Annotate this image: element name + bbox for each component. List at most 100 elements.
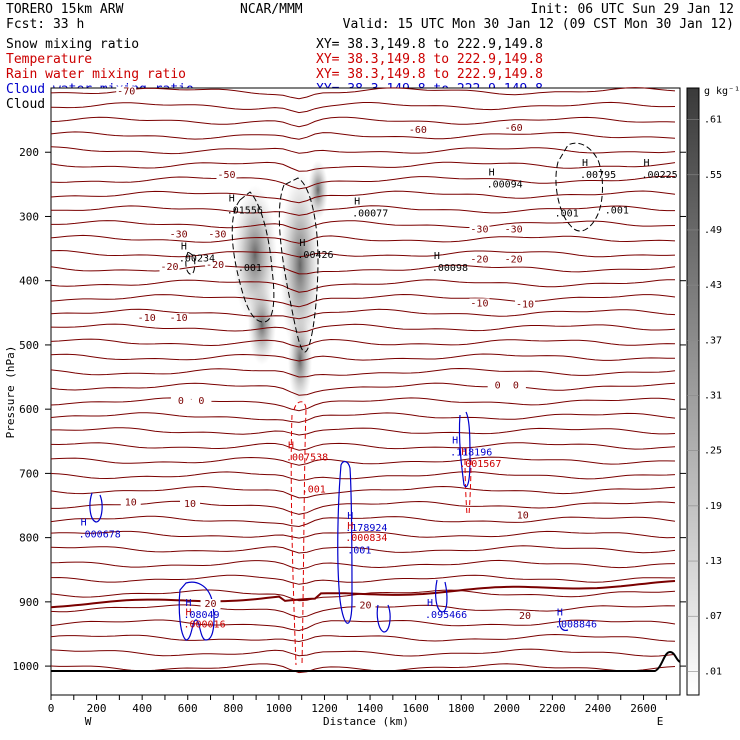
y-tick-label-3: 500 (19, 339, 39, 352)
valid-time: Valid: 15 UTC Mon 30 Jan 12 (09 CST Mon … (343, 17, 734, 32)
temp-label-6: -30 (470, 225, 488, 236)
x-tick-label-8: 1600 (402, 702, 429, 715)
extremum-marker-1: H (299, 238, 305, 249)
cloud-water-contour-2 (458, 411, 471, 488)
rain-contour-3 (293, 401, 307, 411)
temp-label-4: -30 (170, 230, 188, 241)
temp-label-19: 0 (513, 381, 519, 392)
cloud-ice-contour-4 (185, 251, 196, 275)
temp-label-bg-9 (205, 259, 226, 270)
rain-contour-4 (464, 459, 468, 516)
temp-label-bg-20 (120, 497, 141, 508)
cloud-water-contour-5 (435, 579, 448, 613)
extremum-value-9: .001567 (459, 459, 501, 470)
temp-label-bg-7 (503, 224, 524, 235)
isotherm-1 (50, 101, 676, 114)
isotherm-17 (50, 338, 676, 348)
cloud-ice-contour-1 (231, 191, 275, 323)
center-title: NCAR/MMM (240, 2, 303, 17)
colorbar-label-5: .31 (704, 391, 722, 402)
extremum-value-5: .00094 (487, 180, 523, 191)
x-tick-label-13: 2600 (630, 702, 657, 715)
colorbar-label-4: .25 (704, 446, 722, 457)
isotherm-38 (50, 648, 676, 657)
contour-value-0: .001 (238, 263, 262, 274)
extremum-marker-14: H (81, 518, 87, 529)
temp-label-bg-17 (191, 396, 212, 407)
extremum-value-13: .178924 (345, 523, 387, 534)
temp-label-8: -20 (160, 262, 178, 273)
isotherm-6 (50, 175, 676, 190)
isotherm-15 (50, 308, 676, 320)
temp-label-16: 0 (178, 396, 184, 407)
y-tick-label-0: 200 (19, 146, 39, 159)
x-tick-label-12: 2400 (585, 702, 612, 715)
isotherm-7 (50, 190, 676, 204)
temp-label-bg-3 (216, 169, 237, 180)
snow-plume-5 (308, 160, 328, 220)
snow-shading (233, 160, 328, 405)
field-xy-2: XY= 38.3,149.8 to 222.9,149.8 (316, 67, 543, 82)
extremum-marker-8: H (288, 441, 294, 452)
temp-label-bg-23 (200, 599, 221, 610)
x-tick-label-4: 800 (223, 702, 243, 715)
contour-value-labels: .001 .001 .001 .001 .001 (238, 205, 629, 556)
colorbar: g kg⁻¹ .01 .07 .13 .19 .25 .31 .37 .43 .49 .55 .61 (686, 86, 740, 696)
isotherm-19 (50, 367, 676, 378)
plot-area: -70 -60 -60 -50 -30 -30 -30 -30 -20 -20 -20 -20 -10 -… (50, 86, 681, 696)
temperature-labels: -70 -60 -60 -50 -30 -30 -30 -30 -20 -20 -20 -20 -10 -… (116, 86, 536, 622)
rain-contour-2 (301, 409, 307, 666)
temp-label-24: 20 (359, 600, 371, 611)
temp-label-bg-0 (116, 86, 137, 97)
temp-label-bg-8 (159, 261, 180, 272)
colorbar-label-10: .61 (704, 115, 722, 126)
extremum-value-0: .01556 (227, 205, 263, 216)
extremum-value-4: .00098 (432, 263, 468, 274)
extremum-marker-6: H (582, 158, 588, 169)
temp-label-bg-22 (512, 510, 533, 521)
field-label-2: Rain water mixing ratio (6, 67, 186, 82)
cloud-ice-contour-3 (555, 142, 603, 232)
isotherm-16 (50, 323, 676, 333)
temp-label-bg-19 (505, 380, 526, 391)
extremum-marker-7: H (644, 158, 650, 169)
freezing-level-contour (50, 580, 676, 609)
y-tick-label-5: 700 (19, 467, 39, 480)
cloud-ice-contours (185, 142, 603, 353)
x-tick-label-9: 1800 (448, 702, 475, 715)
temp-label-23: 20 (205, 599, 217, 610)
temp-label-bg-24 (355, 600, 376, 611)
colorbar-label-7: .43 (704, 280, 722, 291)
init-time: Init: 06 UTC Sun 29 Jan 12 (531, 2, 735, 17)
x-tick-label-2: 400 (132, 702, 152, 715)
extremum-marker-17: H (557, 608, 563, 619)
extremum-value-15: .08049 (183, 610, 219, 621)
isotherm-14 (50, 293, 676, 308)
temp-label-0: -70 (117, 86, 135, 97)
colorbar-label-6: .37 (704, 335, 722, 346)
temp-label-bg-25 (515, 611, 536, 622)
isotherm-37 (50, 633, 676, 643)
isotherm-5 (50, 161, 676, 172)
extremum-value-2: .00077 (352, 208, 388, 219)
isotherm-9 (51, 220, 676, 231)
temp-label-17: 0 (198, 396, 204, 407)
temp-label-bg-12 (136, 313, 157, 324)
field-label-1: Temperature (6, 52, 92, 67)
cloud-water-contours (89, 411, 569, 641)
temp-label-13: -10 (170, 313, 188, 324)
temp-label-bg-1 (407, 124, 428, 135)
freezing-level-line (50, 580, 676, 609)
y-tick-label-7: 900 (19, 596, 39, 609)
temp-label-bg-21 (180, 498, 201, 509)
temp-label-18: 0 (495, 381, 501, 392)
extremum-value-7: .00225 (642, 170, 678, 181)
extremum-marker-15: H (185, 598, 191, 609)
x-tick-label-6: 1200 (311, 702, 338, 715)
contour-value-3: .001 (302, 485, 326, 496)
extremum-value-12: .118196 (450, 447, 492, 458)
temp-label-bg-18 (487, 380, 508, 391)
